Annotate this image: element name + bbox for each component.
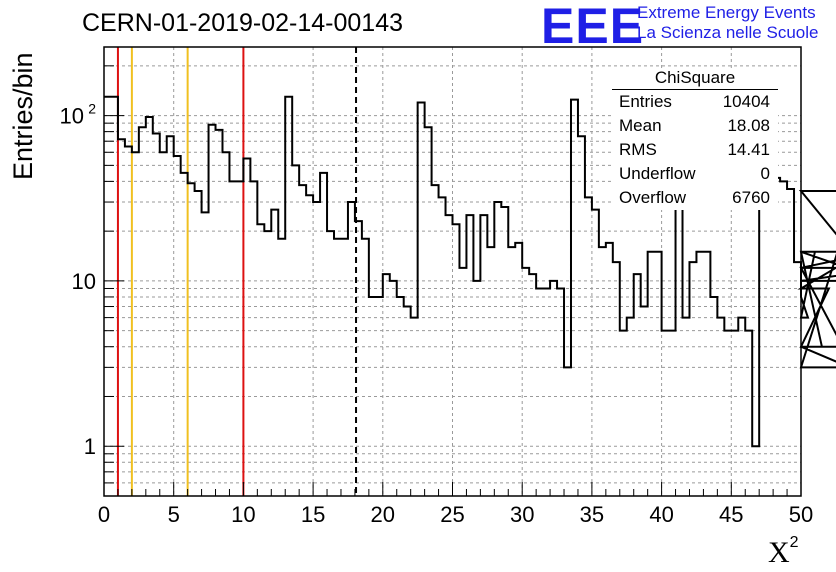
logo-line-1: Extreme Energy Events — [637, 3, 816, 22]
logo-mark: EEE — [541, 0, 645, 54]
stats-row-underflow: Underflow 0 — [612, 162, 778, 186]
stats-row-overflow: Overflow 6760 — [612, 186, 778, 210]
axis-ticks — [103, 65, 802, 497]
x-tick-label: 25 — [440, 502, 464, 527]
x-tick-label: 15 — [301, 502, 325, 527]
y-tick-exponent: 2 — [88, 101, 96, 117]
stats-value: 6760 — [732, 188, 770, 207]
stats-value: 14.41 — [727, 140, 770, 159]
y-axis-label: Entries/bin — [8, 52, 38, 180]
stats-value: 18.08 — [727, 116, 770, 135]
x-tick-label: 35 — [580, 502, 604, 527]
grid — [104, 47, 801, 497]
x-tick-label: 30 — [510, 502, 534, 527]
x-tick-label: 50 — [789, 502, 813, 527]
x-axis-label: X2 — [768, 534, 799, 570]
x-tick-label: 20 — [371, 502, 395, 527]
stats-label: Underflow — [619, 164, 696, 183]
stats-row-mean: Mean 18.08 — [612, 114, 778, 138]
x-tick-labels: 0 5 10 15 20 25 30 35 40 45 50 — [98, 502, 813, 527]
x-tick-label: 40 — [649, 502, 673, 527]
stats-box: ChiSquare Entries 10404 Mean 18.08 RMS 1… — [612, 68, 778, 210]
run-title: CERN-01-2019-02-14-00143 — [82, 9, 404, 37]
stats-label: Entries — [619, 92, 672, 111]
y-tick-label: 10 — [60, 104, 84, 129]
reference-lines — [116, 47, 358, 496]
x-tick-label: 10 — [231, 502, 255, 527]
stats-value: 10404 — [722, 92, 770, 111]
stats-row-rms: RMS 14.41 — [612, 138, 778, 162]
x-axis-label-base: X — [768, 536, 790, 569]
stats-row-entries: Entries 10404 — [612, 90, 778, 114]
stats-label: Mean — [619, 116, 662, 135]
stats-value: 0 — [760, 164, 770, 183]
x-axis-label-exponent: 2 — [789, 534, 799, 551]
x-tick-label: 5 — [168, 502, 180, 527]
stats-title: ChiSquare — [612, 68, 778, 90]
y-tick-label: 10 — [72, 269, 96, 294]
stats-label: RMS — [619, 140, 657, 159]
logo-line-2: La Scienza nelle Scuole — [637, 23, 819, 42]
x-tick-label: 0 — [98, 502, 110, 527]
stats-label: Overflow — [619, 188, 687, 207]
y-tick-label: 1 — [84, 434, 96, 459]
x-tick-label: 45 — [719, 502, 743, 527]
